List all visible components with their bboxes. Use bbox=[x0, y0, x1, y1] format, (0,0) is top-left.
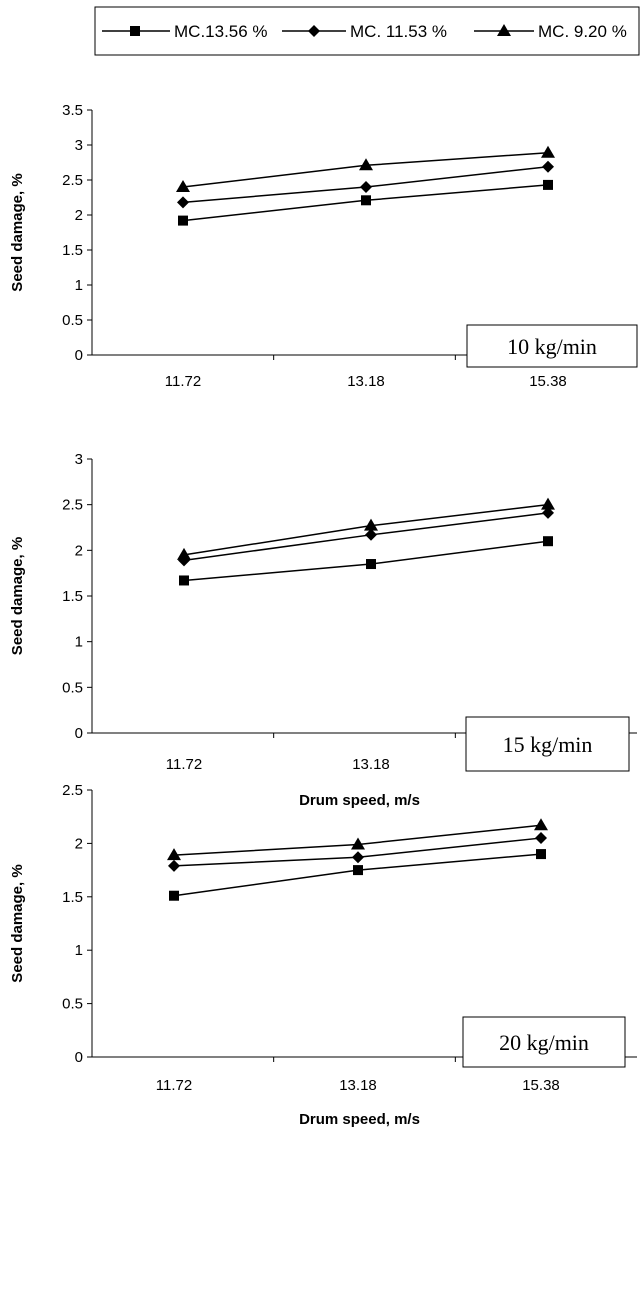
annotation-box bbox=[462, 1016, 626, 1068]
data-point-triangle bbox=[364, 518, 378, 531]
data-point-diamond bbox=[360, 181, 372, 193]
data-point-triangle bbox=[534, 818, 548, 831]
annotation-label: 20 kg/min bbox=[499, 1030, 589, 1055]
y-tick-label: 0 bbox=[75, 1049, 83, 1066]
chart-20-kg-min: 0 0.5 1 1.5 2 2.5 11.72 13.18 15.38 Seed damage, … bbox=[9, 782, 637, 1128]
x-tick-label: 11.72 bbox=[165, 373, 201, 390]
y-tick-label: 1 bbox=[75, 277, 83, 294]
series-line-diamond bbox=[183, 512, 549, 562]
data-point-diamond bbox=[365, 528, 377, 541]
x-axis-title: Drum speed, m/s bbox=[299, 792, 420, 809]
data-point-diamond bbox=[168, 859, 180, 872]
data-point-triangle bbox=[176, 180, 190, 192]
y-tick-label: 2 bbox=[75, 207, 83, 224]
y-axis-title: Seed damage, % bbox=[9, 173, 26, 291]
legend-marker-diamond-icon bbox=[308, 25, 320, 37]
annotation-box bbox=[466, 324, 638, 368]
y-tick-label: 2 bbox=[75, 542, 83, 559]
y-tick-label: 1 bbox=[75, 942, 83, 959]
x-tick-label: 11.72 bbox=[156, 1077, 192, 1094]
y-tick-label: 3 bbox=[75, 137, 83, 154]
x-tick-label: 15.38 bbox=[529, 373, 567, 390]
y-tick-label: 1.5 bbox=[62, 889, 83, 906]
data-point-triangle bbox=[167, 848, 181, 861]
annotation-label: 15 kg/min bbox=[503, 732, 593, 757]
y-tick-label: 2.5 bbox=[62, 172, 83, 189]
legend-label-diamond: MC. 11.53 % bbox=[350, 22, 447, 41]
y-tick-label: 0 bbox=[75, 347, 83, 364]
data-point-diamond bbox=[535, 832, 547, 845]
legend-marker-square-icon bbox=[130, 26, 140, 36]
data-point-triangle bbox=[541, 145, 555, 158]
y-axis-title: Seed damage, % bbox=[9, 864, 26, 982]
data-point-triangle bbox=[541, 497, 555, 510]
data-point-triangle bbox=[351, 837, 365, 850]
y-tick-label: 0 bbox=[75, 725, 83, 742]
legend-box bbox=[94, 6, 640, 56]
data-point-square bbox=[169, 890, 179, 901]
y-tick-label: 0.5 bbox=[62, 996, 83, 1013]
y-tick-label: 1.5 bbox=[62, 588, 83, 605]
x-tick-label: 15.38 bbox=[522, 1077, 560, 1094]
y-tick-label: 2.5 bbox=[62, 782, 83, 799]
y-tick-label: 3 bbox=[75, 451, 83, 468]
annotation-label: 10 kg/min bbox=[507, 334, 597, 359]
data-point-diamond bbox=[542, 506, 554, 519]
x-tick-label: 11.72 bbox=[166, 756, 202, 773]
data-point-square bbox=[353, 865, 363, 876]
chart-10-kg-min: 0 0.5 1 1.5 2 2.5 3 3.5 11.72 13.18 15.38 Seed dama… bbox=[9, 102, 638, 390]
data-point-square bbox=[366, 559, 376, 570]
y-tick-label: 2 bbox=[75, 835, 83, 852]
data-point-square bbox=[543, 536, 553, 547]
data-point-square bbox=[179, 575, 189, 586]
y-axis-title: Seed damage, % bbox=[9, 537, 26, 655]
y-tick-label: 0.5 bbox=[62, 679, 83, 696]
x-axis-title: Drum speed, m/s bbox=[299, 1111, 420, 1128]
data-point-square bbox=[536, 849, 546, 860]
y-tick-label: 1 bbox=[75, 634, 83, 651]
data-point-triangle bbox=[359, 158, 373, 171]
legend-label-square: MC.13.56 % bbox=[174, 22, 268, 41]
data-point-diamond bbox=[177, 196, 189, 209]
x-tick-label: 13.18 bbox=[339, 1077, 377, 1094]
y-tick-label: 2.5 bbox=[62, 497, 83, 514]
annotation-box bbox=[465, 716, 630, 772]
data-point-diamond bbox=[352, 851, 364, 864]
y-tick-label: 3.5 bbox=[62, 102, 83, 119]
legend-label-triangle: MC. 9.20 % bbox=[538, 22, 627, 41]
data-point-square bbox=[361, 195, 371, 206]
legend-marker-triangle-icon bbox=[497, 24, 511, 36]
data-point-square bbox=[178, 215, 188, 226]
data-point-triangle bbox=[177, 547, 191, 560]
data-point-diamond bbox=[542, 160, 554, 173]
x-tick-label: 13.18 bbox=[352, 756, 390, 773]
data-point-square bbox=[543, 179, 553, 190]
y-tick-label: 1.5 bbox=[62, 242, 83, 259]
y-tick-label: 0.5 bbox=[62, 312, 83, 329]
x-tick-label: 13.18 bbox=[347, 373, 385, 390]
legend: MC.13.56 % MC. 11.53 % MC. 9.20 % bbox=[94, 6, 640, 56]
